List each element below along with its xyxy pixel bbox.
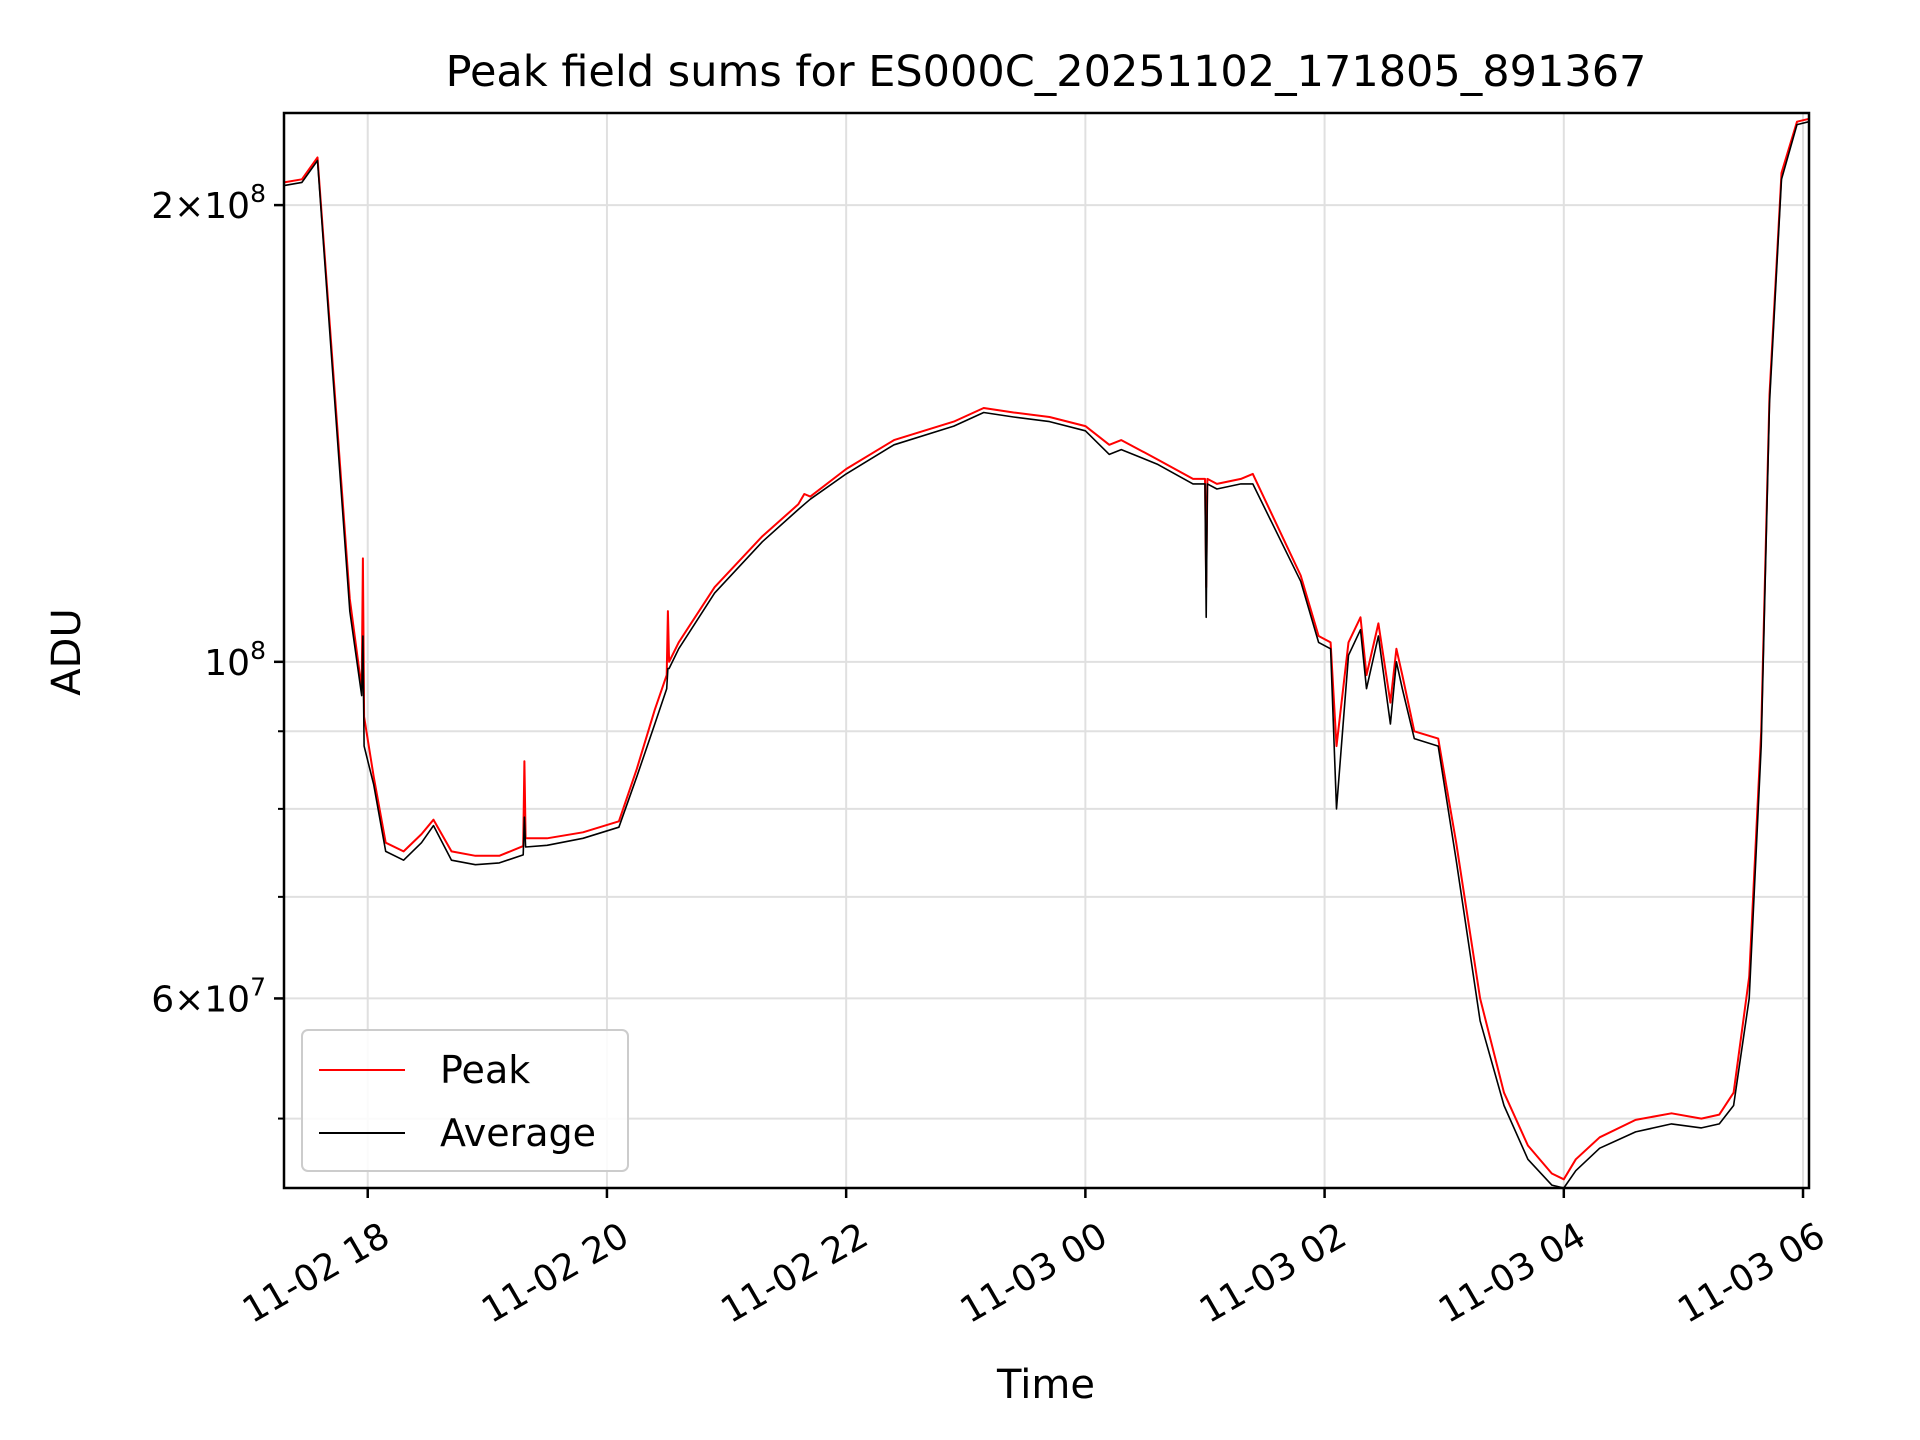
legend-box — [301, 1029, 629, 1172]
x-axis-label: Time — [996, 1362, 1095, 1408]
legend: Peak Average — [301, 1029, 629, 1172]
grid — [284, 113, 1809, 1188]
plot-frame — [282, 111, 1811, 1190]
legend-label-average: Average — [440, 1111, 596, 1155]
x-axis: 11-02 18 11-02 20 11-02 22 11-03 00 11-03 02… — [236, 1188, 1832, 1332]
x-tick-label: 11-02 20 — [475, 1215, 636, 1331]
y-tick-mantissa: 6 — [151, 979, 174, 1020]
x-tick-label: 11-02 18 — [236, 1215, 397, 1331]
y-tick-times: × — [174, 186, 204, 227]
series-layer — [283, 117, 1810, 1189]
series-line-peak — [283, 117, 1810, 1181]
y-tick-mantissa: 2 — [151, 186, 174, 227]
y-tick-base: 10 — [204, 643, 250, 684]
y-tick-times: × — [174, 979, 204, 1020]
x-tick-label: 11-03 02 — [1193, 1215, 1354, 1331]
legend-label-peak: Peak — [440, 1048, 530, 1092]
x-tick-label: 11-03 00 — [954, 1215, 1115, 1331]
y-axis-label: ADU — [44, 608, 90, 695]
chart-title: Peak field sums for ES000C_20251102_1718… — [446, 47, 1647, 97]
y-tick-base: 10 — [204, 979, 250, 1020]
y-tick-label: 2×108 — [151, 179, 266, 227]
x-tick-label: 11-03 04 — [1432, 1215, 1593, 1331]
y-tick-exponent: 7 — [250, 972, 266, 1001]
y-tick-label: 108 — [204, 636, 266, 684]
y-tick-exponent: 8 — [250, 636, 266, 665]
y-tick-base: 10 — [204, 186, 250, 227]
x-tick-label: 11-02 22 — [714, 1215, 875, 1331]
y-tick-label: 6×107 — [151, 972, 266, 1020]
series-line-average — [283, 120, 1810, 1189]
x-tick-label: 11-03 06 — [1671, 1215, 1832, 1331]
y-tick-exponent: 8 — [250, 179, 266, 208]
